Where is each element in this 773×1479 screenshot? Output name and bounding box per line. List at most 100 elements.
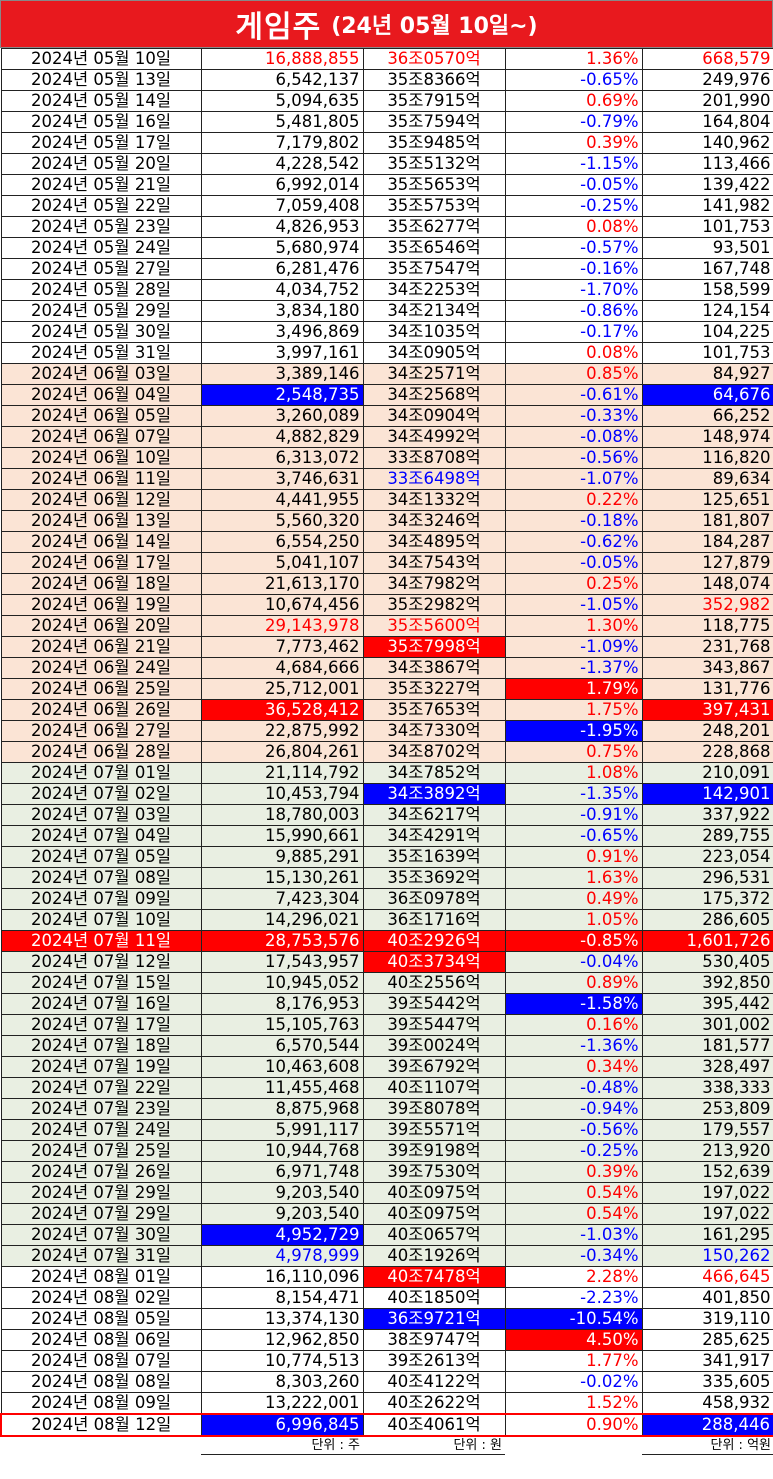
volume-cell: 7,773,462 xyxy=(200,636,364,658)
market-cap-cell: 35조8366억 xyxy=(362,69,506,91)
date-cell: 2024년 07월 05일 xyxy=(0,846,202,868)
volume-cell: 10,453,794 xyxy=(200,783,364,805)
amount-cell: 124,154 xyxy=(641,300,773,322)
change-cell: -0.62% xyxy=(504,531,643,553)
market-cap-cell: 39조5442억 xyxy=(362,993,506,1015)
table-row: 2024년 05월 22일 7,059,408 35조5753억 -0.25% 141,… xyxy=(0,195,773,217)
change-cell: 1.08% xyxy=(504,762,643,784)
amount-cell: 289,755 xyxy=(641,825,773,847)
table-row: 2024년 07월 29일 9,203,540 40조0975억 0.54% 197,0… xyxy=(0,1203,773,1225)
volume-cell: 7,423,304 xyxy=(200,888,364,910)
table-row: 2024년 05월 14일 5,094,635 35조7915억 0.69% 201,9… xyxy=(0,90,773,112)
volume-cell: 5,481,805 xyxy=(200,111,364,133)
volume-cell: 6,313,072 xyxy=(200,447,364,469)
market-cap-cell: 35조7998억 xyxy=(362,636,506,658)
amount-cell: 140,962 xyxy=(641,132,773,154)
volume-cell: 22,875,992 xyxy=(200,720,364,742)
market-cap-cell: 39조5571억 xyxy=(362,1119,506,1141)
change-cell: -1.95% xyxy=(504,720,643,742)
volume-cell: 28,753,576 xyxy=(200,930,364,952)
volume-cell: 10,944,768 xyxy=(200,1140,364,1162)
table-row: 2024년 05월 10일 16,888,855 36조0570억 1.36% 668,… xyxy=(0,48,773,70)
market-cap-cell: 34조4895억 xyxy=(362,531,506,553)
date-cell: 2024년 05월 16일 xyxy=(0,111,202,133)
date-cell: 2024년 05월 20일 xyxy=(0,153,202,175)
amount-cell: 181,807 xyxy=(641,510,773,532)
change-cell: -0.17% xyxy=(504,321,643,343)
table-row: 2024년 07월 10일 14,296,021 36조1716억 1.05% 286,… xyxy=(0,909,773,931)
market-cap-cell: 39조8078억 xyxy=(362,1098,506,1120)
change-cell: -0.85% xyxy=(504,930,643,952)
table-row: 2024년 06월 11일 3,746,631 33조6498억 -1.07% 89,6… xyxy=(0,468,773,490)
units-row: 단위 : 주 단위 : 원 단위 : 억원 xyxy=(1,1436,773,1455)
date-cell: 2024년 07월 24일 xyxy=(0,1119,202,1141)
amount-cell: 152,639 xyxy=(641,1161,773,1183)
change-cell: -0.94% xyxy=(504,1098,643,1120)
amount-cell: 296,531 xyxy=(641,867,773,889)
amount-cell: 64,676 xyxy=(641,384,773,406)
volume-cell: 15,105,763 xyxy=(200,1014,364,1036)
amount-cell: 127,879 xyxy=(641,552,773,574)
volume-cell: 10,463,608 xyxy=(200,1056,364,1078)
table-row: 2024년 06월 18일 21,613,170 34조7982억 0.25% 148,… xyxy=(0,573,773,595)
amount-cell: 175,372 xyxy=(641,888,773,910)
market-cap-cell: 39조5447억 xyxy=(362,1014,506,1036)
title-main: 게임주 xyxy=(235,10,322,45)
amount-cell: 141,982 xyxy=(641,195,773,217)
market-cap-cell: 35조5653억 xyxy=(362,174,506,196)
market-cap-cell: 34조2134억 xyxy=(362,300,506,322)
change-cell: 0.39% xyxy=(504,132,643,154)
change-cell: -1.37% xyxy=(504,657,643,679)
amount-cell: 197,022 xyxy=(641,1203,773,1225)
date-cell: 2024년 05월 22일 xyxy=(0,195,202,217)
amount-cell: 167,748 xyxy=(641,258,773,280)
table-row: 2024년 06월 12일 4,441,955 34조1332억 0.22% 125,6… xyxy=(0,489,773,511)
table-row: 2024년 07월 17일 15,105,763 39조5447억 0.16% 301,… xyxy=(0,1014,773,1036)
date-cell: 2024년 07월 31일 xyxy=(0,1245,202,1267)
date-cell: 2024년 05월 10일 xyxy=(0,48,202,70)
change-cell: 0.22% xyxy=(504,489,643,511)
change-cell: 0.85% xyxy=(504,363,643,385)
change-cell: -0.05% xyxy=(504,552,643,574)
volume-cell: 3,389,146 xyxy=(200,363,364,385)
volume-cell: 6,996,845 xyxy=(200,1413,364,1437)
amount-cell: 201,990 xyxy=(641,90,773,112)
date-cell: 2024년 06월 05일 xyxy=(0,405,202,427)
market-cap-cell: 36조9721억 xyxy=(362,1308,506,1330)
change-cell: -0.02% xyxy=(504,1371,643,1393)
date-cell: 2024년 08월 09일 xyxy=(0,1392,202,1415)
market-cap-cell: 40조1107억 xyxy=(362,1077,506,1099)
amount-cell: 253,809 xyxy=(641,1098,773,1120)
market-cap-cell: 34조3246억 xyxy=(362,510,506,532)
market-cap-cell: 33조6498억 xyxy=(362,468,506,490)
volume-cell: 21,114,792 xyxy=(200,762,364,784)
date-cell: 2024년 06월 17일 xyxy=(0,552,202,574)
table-row: 2024년 06월 04일 2,548,735 34조2568억 -0.61% 64,6… xyxy=(0,384,773,406)
change-cell: 0.54% xyxy=(504,1203,643,1225)
market-cap-cell: 40조0657억 xyxy=(362,1224,506,1246)
amount-cell: 150,262 xyxy=(641,1245,773,1267)
table-row: 2024년 05월 21일 6,992,014 35조5653억 -0.05% 139,… xyxy=(0,174,773,196)
date-cell: 2024년 05월 17일 xyxy=(0,132,202,154)
market-cap-cell: 39조9198억 xyxy=(362,1140,506,1162)
volume-cell: 10,945,052 xyxy=(200,972,364,994)
volume-cell: 4,952,729 xyxy=(200,1224,364,1246)
amount-cell: 184,287 xyxy=(641,531,773,553)
date-cell: 2024년 06월 24일 xyxy=(0,657,202,679)
volume-cell: 8,875,968 xyxy=(200,1098,364,1120)
volume-cell: 6,554,250 xyxy=(200,531,364,553)
amount-cell: 286,605 xyxy=(641,909,773,931)
volume-cell: 2,548,735 xyxy=(200,384,364,406)
table-row: 2024년 06월 13일 5,560,320 34조3246억 -0.18% 181,… xyxy=(0,510,773,532)
units-spacer xyxy=(1,1436,201,1455)
amount-cell: 458,932 xyxy=(641,1392,773,1415)
change-cell: -0.05% xyxy=(504,174,643,196)
table-row: 2024년 06월 21일 7,773,462 35조7998억 -1.09% 231,… xyxy=(0,636,773,658)
amount-cell: 288,446 xyxy=(641,1413,773,1437)
table-row: 2024년 05월 24일 5,680,974 35조6546억 -0.57% 93,5… xyxy=(0,237,773,259)
amount-cell: 343,867 xyxy=(641,657,773,679)
date-cell: 2024년 07월 23일 xyxy=(0,1098,202,1120)
change-cell: -0.04% xyxy=(504,951,643,973)
date-cell: 2024년 05월 27일 xyxy=(0,258,202,280)
